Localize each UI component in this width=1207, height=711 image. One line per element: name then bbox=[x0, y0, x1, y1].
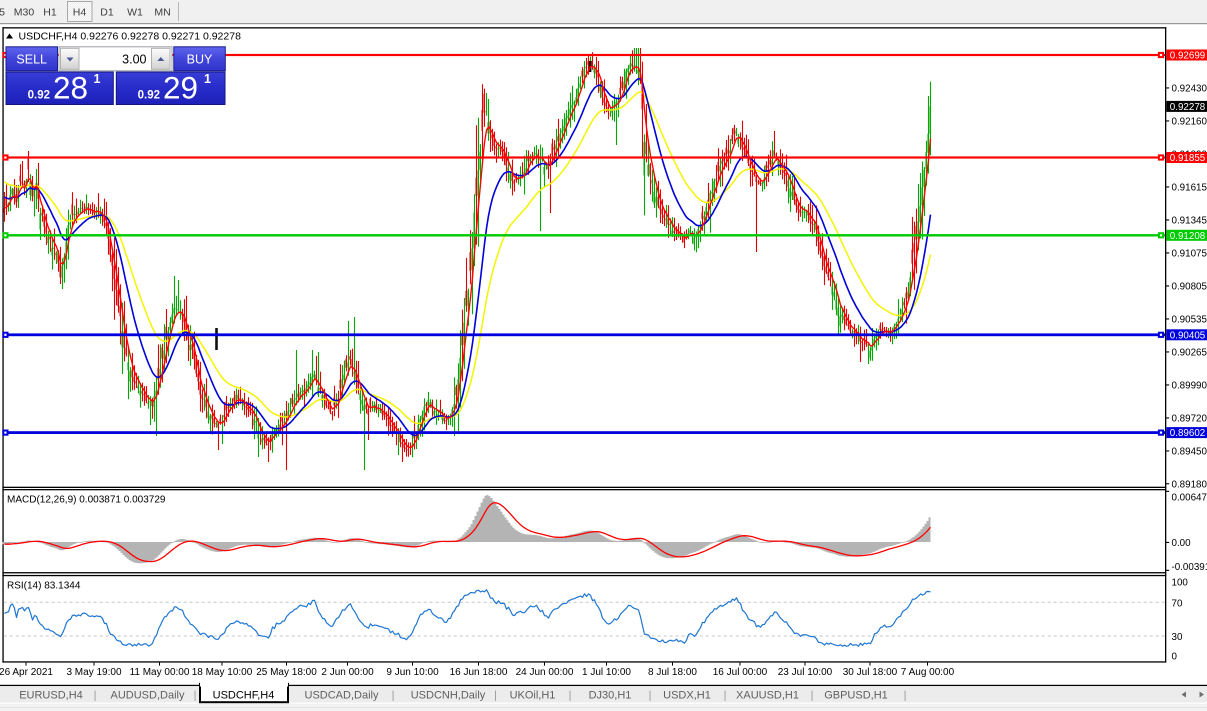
svg-text:16 Jun 18:00: 16 Jun 18:00 bbox=[450, 667, 508, 678]
svg-text:-0.003916: -0.003916 bbox=[1172, 562, 1207, 573]
svg-text:0.90535: 0.90535 bbox=[1172, 315, 1207, 326]
svg-text:M30: M30 bbox=[14, 7, 35, 19]
svg-text:MACD(12,26,9) 0.003871 0.00372: MACD(12,26,9) 0.003871 0.003729 bbox=[7, 495, 166, 506]
svg-text:100: 100 bbox=[1172, 577, 1189, 588]
svg-text:DJ30,H1: DJ30,H1 bbox=[589, 690, 632, 702]
svg-text:5: 5 bbox=[0, 7, 5, 19]
svg-text:28: 28 bbox=[53, 70, 88, 106]
svg-text:1: 1 bbox=[204, 72, 211, 86]
svg-text:|: | bbox=[194, 690, 197, 702]
svg-text:1 Jul 10:00: 1 Jul 10:00 bbox=[582, 667, 631, 678]
svg-text:0.91855: 0.91855 bbox=[1170, 153, 1206, 164]
svg-text:7 Aug 00:00: 7 Aug 00:00 bbox=[901, 667, 955, 678]
svg-text:USDCAD,Daily: USDCAD,Daily bbox=[305, 690, 379, 702]
svg-text:16 Jul 00:00: 16 Jul 00:00 bbox=[713, 667, 768, 678]
svg-text:0.90405: 0.90405 bbox=[1170, 330, 1206, 341]
svg-text:30: 30 bbox=[1172, 632, 1183, 643]
svg-text:|: | bbox=[904, 690, 907, 702]
svg-text:0.89602: 0.89602 bbox=[1170, 428, 1205, 439]
svg-text:8 Jul 18:00: 8 Jul 18:00 bbox=[648, 667, 697, 678]
svg-text:0.89990: 0.89990 bbox=[1172, 381, 1207, 392]
svg-text:0.00647: 0.00647 bbox=[1172, 493, 1207, 504]
svg-text:AUDUSD,Daily: AUDUSD,Daily bbox=[111, 690, 185, 702]
svg-text:3.00: 3.00 bbox=[122, 53, 146, 67]
svg-text:0: 0 bbox=[1172, 651, 1178, 662]
svg-text:0.92278: 0.92278 bbox=[1170, 102, 1206, 113]
svg-text:D1: D1 bbox=[100, 7, 114, 19]
svg-text:0.91208: 0.91208 bbox=[1170, 231, 1206, 242]
svg-text:0.89450: 0.89450 bbox=[1172, 447, 1207, 458]
svg-text:3 May 19:00: 3 May 19:00 bbox=[66, 667, 121, 678]
svg-text:18 May 10:00: 18 May 10:00 bbox=[192, 667, 253, 678]
svg-text:30 Jul 18:00: 30 Jul 18:00 bbox=[843, 667, 898, 678]
svg-text:MN: MN bbox=[154, 7, 170, 19]
svg-text:EURUSD,H4: EURUSD,H4 bbox=[19, 690, 83, 702]
svg-text:0.91345: 0.91345 bbox=[1172, 216, 1207, 227]
svg-text:H1: H1 bbox=[43, 7, 57, 19]
svg-text:0.89720: 0.89720 bbox=[1172, 414, 1207, 425]
svg-text:SELL: SELL bbox=[16, 53, 47, 67]
svg-text:UKOil,H1: UKOil,H1 bbox=[510, 690, 556, 702]
svg-text:|: | bbox=[811, 690, 814, 702]
svg-text:USDCHF,H4: USDCHF,H4 bbox=[213, 690, 275, 702]
svg-text:0.00: 0.00 bbox=[1172, 538, 1192, 549]
svg-text:24 Jun 00:00: 24 Jun 00:00 bbox=[516, 667, 574, 678]
svg-text:0.92: 0.92 bbox=[28, 90, 50, 102]
svg-text:W1: W1 bbox=[127, 7, 143, 19]
svg-text:0.92: 0.92 bbox=[138, 90, 160, 102]
svg-text:26 Apr 2021: 26 Apr 2021 bbox=[0, 667, 53, 678]
svg-text:0.92160: 0.92160 bbox=[1172, 117, 1207, 128]
svg-text:|: | bbox=[94, 690, 97, 702]
svg-text:9 Jun 10:00: 9 Jun 10:00 bbox=[386, 667, 439, 678]
svg-text:RSI(14) 83.1344: RSI(14) 83.1344 bbox=[7, 581, 81, 592]
svg-text:23 Jul 10:00: 23 Jul 10:00 bbox=[778, 667, 833, 678]
svg-text:|: | bbox=[392, 690, 395, 702]
svg-text:0.92699: 0.92699 bbox=[1170, 51, 1205, 62]
svg-text:BUY: BUY bbox=[187, 53, 213, 67]
svg-text:0.90265: 0.90265 bbox=[1172, 348, 1207, 359]
svg-text:|: | bbox=[649, 690, 652, 702]
svg-text:USDCHF,H4 0.92276 0.92278 0.9: USDCHF,H4 0.92276 0.92278 0.92271 0.9227… bbox=[19, 31, 242, 43]
svg-text:0.92430: 0.92430 bbox=[1172, 84, 1207, 95]
svg-text:0.89180: 0.89180 bbox=[1172, 479, 1207, 490]
svg-text:|: | bbox=[724, 690, 727, 702]
svg-text:|: | bbox=[494, 690, 497, 702]
svg-text:0.91075: 0.91075 bbox=[1172, 249, 1207, 260]
svg-text:XAUUSD,H1: XAUUSD,H1 bbox=[736, 690, 799, 702]
svg-text:0.90805: 0.90805 bbox=[1172, 282, 1207, 293]
svg-text:2 Jun 00:00: 2 Jun 00:00 bbox=[321, 667, 374, 678]
svg-text:0.91615: 0.91615 bbox=[1172, 183, 1207, 194]
svg-text:70: 70 bbox=[1172, 598, 1183, 609]
svg-text:GBPUSD,H1: GBPUSD,H1 bbox=[824, 690, 888, 702]
svg-text:11 May 00:00: 11 May 00:00 bbox=[130, 667, 190, 678]
svg-text:USDX,H1: USDX,H1 bbox=[663, 690, 711, 702]
svg-text:29: 29 bbox=[163, 70, 198, 106]
svg-text:USDCNH,Daily: USDCNH,Daily bbox=[411, 690, 486, 702]
svg-text:H4: H4 bbox=[73, 7, 87, 19]
svg-text:25 May 18:00: 25 May 18:00 bbox=[256, 667, 317, 678]
svg-text:1: 1 bbox=[94, 72, 101, 86]
svg-text:|: | bbox=[569, 690, 572, 702]
